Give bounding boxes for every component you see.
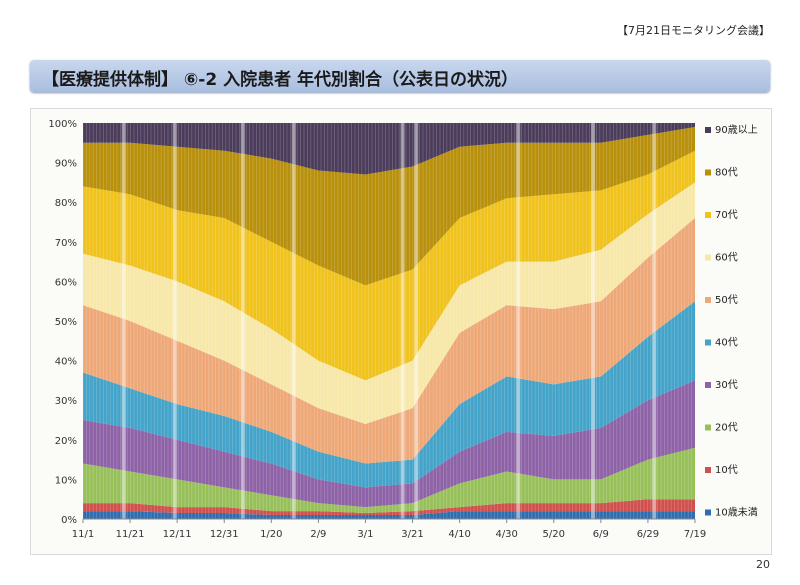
- x-tick-label: 3/21: [401, 529, 423, 540]
- x-tick-label: 6/9: [593, 529, 609, 540]
- area-20代: [83, 447, 695, 514]
- area-70代: [83, 150, 695, 381]
- y-tick-label: 60%: [55, 277, 77, 288]
- highlight-stripe: [591, 123, 595, 519]
- x-tick-label: 11/1: [72, 529, 94, 540]
- legend-label: 30代: [715, 379, 738, 391]
- y-tick-label: 0%: [61, 515, 77, 526]
- y-tick-label: 30%: [55, 396, 77, 407]
- x-tick-label: 6/29: [637, 529, 659, 540]
- x-tick-label: 4/30: [495, 529, 517, 540]
- y-tick-label: 10%: [55, 475, 77, 486]
- y-tick-label: 40%: [55, 357, 77, 368]
- area-80代: [83, 126, 695, 286]
- legend-swatch: [705, 424, 711, 431]
- legend-swatch: [705, 339, 711, 346]
- y-tick-label: 80%: [55, 198, 77, 209]
- area-30代: [83, 380, 695, 508]
- legend-swatch: [705, 127, 711, 133]
- highlight-stripe: [121, 123, 126, 519]
- y-tick-label: 70%: [55, 238, 77, 249]
- highlight-stripe: [400, 123, 405, 519]
- page-number: 20: [756, 558, 770, 571]
- area-90歳以上: [83, 123, 695, 175]
- legend-label: 60代: [715, 252, 738, 264]
- area-40代: [83, 301, 695, 488]
- legend-label: 20代: [715, 422, 738, 434]
- highlight-stripe: [240, 123, 245, 519]
- x-tick-label: 12/11: [163, 529, 192, 540]
- slide-title-bar: 【医療提供体制】 ⑥-2 入院患者 年代別割合（公表日の状況）: [30, 60, 770, 92]
- x-tick-label: 3/1: [357, 529, 373, 540]
- x-tick-label: 11/21: [116, 529, 145, 540]
- legend-swatch: [705, 212, 711, 218]
- x-tick-label: 7/19: [684, 529, 706, 540]
- legend-label: 50代: [715, 294, 738, 306]
- legend-label: 70代: [715, 209, 738, 221]
- legend-label: 90歳以上: [715, 124, 758, 136]
- highlight-stripe: [172, 123, 177, 519]
- x-tick-label: 12/31: [210, 529, 239, 540]
- highlight-stripe: [516, 123, 521, 519]
- highlight-stripe: [414, 123, 419, 519]
- legend-swatch: [705, 467, 711, 473]
- legend-label: 80代: [715, 167, 738, 179]
- chart-panel: 0% 10% 20% 30% 40% 50% 60% 70% 80% 90% 100% 11/1 11/…: [30, 108, 772, 555]
- legend-label: 40代: [715, 337, 738, 349]
- slide-title: 【医療提供体制】 ⑥-2 入院患者 年代別割合（公表日の状況）: [42, 70, 519, 90]
- legend-swatch: [705, 509, 711, 516]
- y-tick-label: 90%: [55, 159, 77, 170]
- legend-label: 10歳未満: [715, 507, 758, 519]
- area-50代: [83, 218, 695, 464]
- meeting-label: 【7月21日モニタリング会議】: [617, 24, 770, 37]
- stacked-area-chart: 0% 10% 20% 30% 40% 50% 60% 70% 80% 90% 100% 11/1 11/…: [48, 119, 758, 540]
- x-tick-label: 2/9: [310, 529, 326, 540]
- highlight-stripe: [291, 123, 296, 519]
- area-10代: [83, 499, 695, 516]
- y-tick-label: 20%: [55, 436, 77, 447]
- legend-swatch: [705, 382, 711, 388]
- y-tick-label: 100%: [48, 119, 77, 130]
- x-tick-label: 5/20: [543, 529, 565, 540]
- legend-swatch: [705, 297, 711, 303]
- x-tick-label: 4/10: [448, 529, 470, 540]
- legend-label: 10代: [715, 464, 738, 476]
- legend-swatch: [705, 169, 711, 176]
- highlight-stripe: [652, 123, 657, 519]
- legend-swatch: [705, 254, 711, 261]
- area-10歳未満: [83, 511, 695, 519]
- y-tick-label: 50%: [55, 317, 77, 328]
- area-60代: [83, 182, 695, 424]
- x-tick-label: 1/20: [260, 529, 282, 540]
